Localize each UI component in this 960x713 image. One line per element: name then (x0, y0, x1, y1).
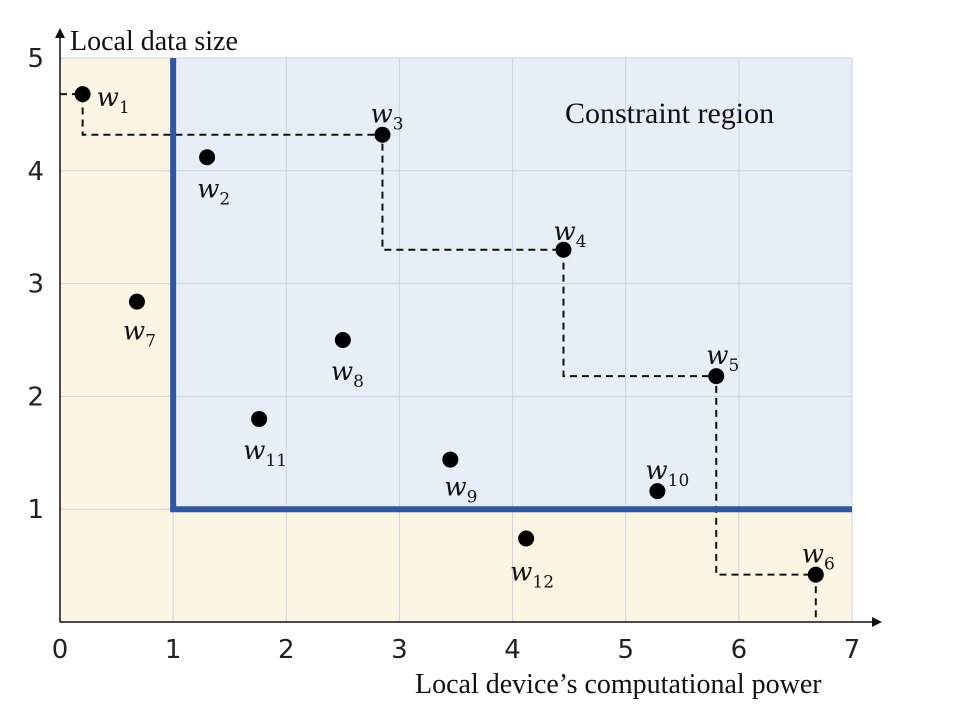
y-tick-label: 3 (27, 270, 44, 300)
x-tick-label: 5 (617, 635, 634, 665)
x-tick-label: 1 (165, 635, 182, 665)
point-label-subscript: 12 (532, 573, 554, 593)
point-label-subscript: 11 (265, 451, 287, 471)
x-tick-label: 3 (391, 635, 408, 665)
staircase-layer (60, 93, 817, 622)
constraint-boundary (170, 58, 852, 513)
data-point (128, 293, 145, 310)
data-point (807, 566, 824, 583)
x-tick-label: 7 (844, 635, 861, 665)
x-tick-label: 4 (504, 635, 521, 665)
data-point (334, 332, 351, 348)
data-point (555, 241, 572, 258)
constraint-region-label: Constraint region (565, 97, 774, 130)
data-point (199, 149, 216, 166)
point-label: w11 (243, 436, 287, 471)
point-label-subscript: 4 (576, 232, 587, 252)
x-tick-label: 6 (731, 635, 748, 665)
y-tick-label: 4 (27, 157, 44, 187)
grid-layer (59, 57, 853, 623)
point-label-subscript: 6 (824, 555, 835, 575)
data-point (374, 126, 391, 143)
point-label-subscript: 2 (219, 189, 230, 209)
point-label-subscript: 8 (353, 372, 364, 392)
data-point (649, 483, 666, 500)
x-axis-arrow (872, 617, 882, 627)
point-label-subscript: 5 (728, 356, 739, 376)
pareto-staircase-line (60, 93, 817, 622)
data-point (442, 451, 459, 468)
point-label-subscript: 1 (119, 98, 130, 118)
x-tick-label: 2 (278, 635, 295, 665)
y-axis-title: Local data size (70, 26, 238, 57)
background-layer (60, 58, 853, 622)
y-tick-label: 5 (27, 44, 44, 74)
point-label-subscript: 9 (467, 488, 478, 508)
data-point (251, 410, 268, 427)
data-point (74, 86, 91, 103)
x-axis-title: Local device’s computational power (415, 669, 822, 700)
data-point (708, 368, 725, 385)
point-label-subscript: 7 (145, 332, 156, 352)
y-tick-label: 2 (27, 382, 44, 412)
data-point (518, 530, 535, 547)
boundary-layer (170, 58, 852, 513)
y-axis-arrow (55, 28, 65, 38)
y-tick-label: 1 (27, 495, 44, 525)
x-tick-label: 0 (52, 635, 69, 665)
point-label-subscript: 10 (668, 471, 690, 491)
point-label-subscript: 3 (393, 115, 404, 135)
